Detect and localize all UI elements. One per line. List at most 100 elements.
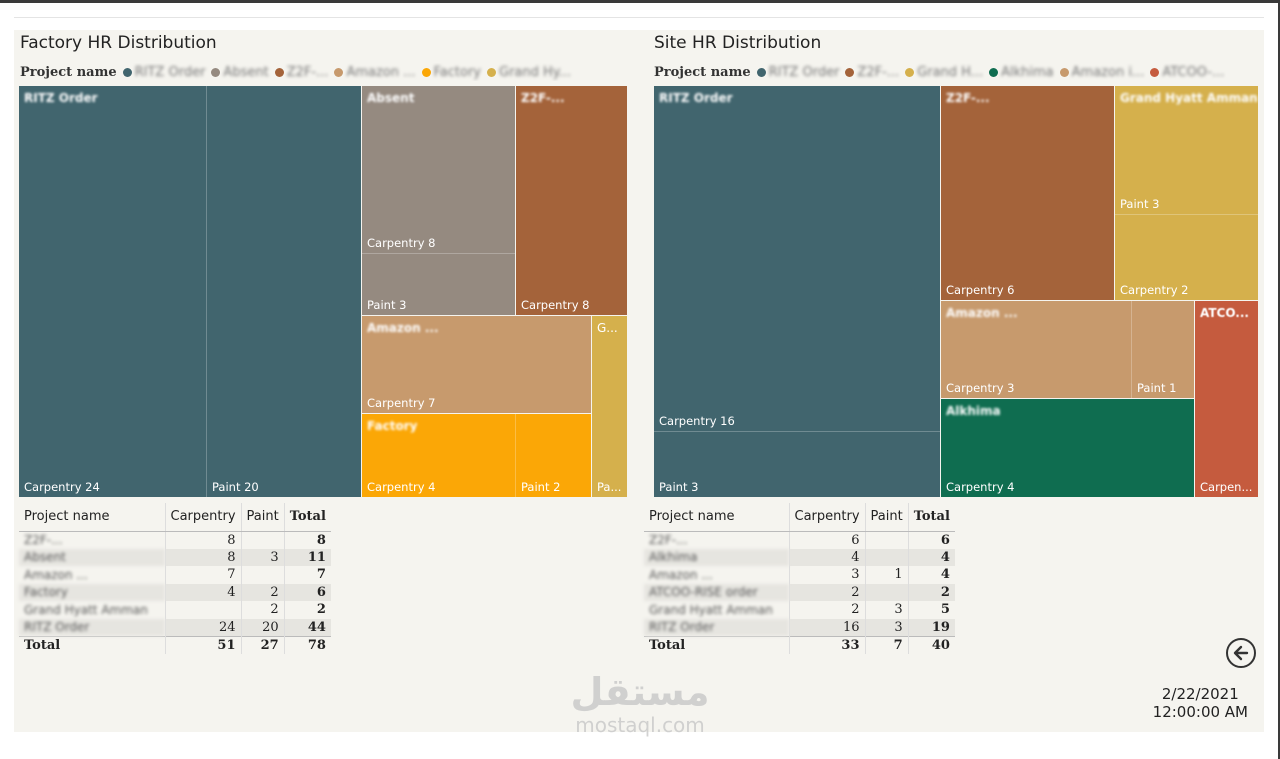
legend-dot-icon xyxy=(989,67,999,77)
treemap-tile-absent[interactable]: Absent Carpentry 8 Paint 3 xyxy=(362,86,516,316)
legend-dot-icon xyxy=(845,67,855,77)
treemap-tile-amazon[interactable]: Amazon ... Carpentry 7 xyxy=(362,316,592,414)
column-header[interactable]: Total xyxy=(907,503,955,532)
tile-subsegment[interactable]: Paint 3 xyxy=(1115,86,1258,214)
site-treemap: RITZ Order Carpentry 16 Paint 3 Z2F-... … xyxy=(654,86,1259,498)
tile-label: Carpentry 8 xyxy=(367,236,436,250)
table-row[interactable]: Factory 4 2 6 xyxy=(19,583,331,601)
report-time: 12:00:00 AM xyxy=(1152,703,1248,721)
legend-dot-icon xyxy=(1150,67,1160,77)
tile-label: Paint 2 xyxy=(521,480,561,494)
site-chart-title: Site HR Distribution xyxy=(654,33,822,53)
site-legend-item[interactable]: ATCOO-... xyxy=(1150,65,1224,80)
factory-legend-item[interactable]: Grand Hy... xyxy=(487,65,571,80)
site-legend-item[interactable]: Amazon i... xyxy=(1059,65,1144,80)
watermark-logo: مستقل mostaql.com xyxy=(560,672,720,736)
tile-subsegment[interactable]: Paint 2 xyxy=(515,414,591,497)
tile-label: Paint 3 xyxy=(367,298,407,312)
treemap-tile-alkhima[interactable]: Alkhima Carpentry 4 xyxy=(941,399,1195,498)
table-header-row: Project name Carpentry Paint Total xyxy=(19,503,331,532)
site-legend-item[interactable]: Alkhima xyxy=(989,65,1054,80)
treemap-tile-z2f[interactable]: Z2F-... Carpentry 8 xyxy=(516,86,628,316)
tile-label: Carpentry 7 xyxy=(367,396,436,410)
site-legend-item[interactable]: Z2F-... xyxy=(845,65,899,80)
tile-subsegment[interactable]: Paint 3 xyxy=(654,431,940,497)
window-top-border xyxy=(0,0,1280,3)
tile-subsegment[interactable]: Paint 1 xyxy=(1131,301,1194,398)
tile-label: Carpentry 4 xyxy=(367,480,436,494)
column-header[interactable]: Carpentry xyxy=(164,503,242,532)
column-header[interactable]: Total xyxy=(283,503,331,532)
tile-label: Paint 3 xyxy=(1120,197,1160,211)
column-header[interactable]: Project name xyxy=(644,503,789,532)
site-legend: Project name RITZ Order Z2F-... Grand H.… xyxy=(654,63,1259,81)
factory-legend-item[interactable]: Absent xyxy=(211,65,269,80)
legend-dot-icon xyxy=(122,67,132,77)
tile-label: Carpentry 16 xyxy=(659,414,735,428)
column-header[interactable]: Carpentry xyxy=(788,503,866,532)
table-row[interactable]: Absent 8 3 11 xyxy=(19,548,331,566)
tile-label: Carpentry 3 xyxy=(946,381,1015,395)
back-arrow-icon[interactable] xyxy=(1226,638,1256,668)
tile-label: Carpen... xyxy=(1200,480,1253,494)
table-row[interactable]: RITZ Order 16 3 19 xyxy=(644,618,955,636)
tile-subsegment[interactable]: Paint 3 xyxy=(362,253,515,315)
tile-label: Carpentry 2 xyxy=(1120,283,1189,297)
report-datetime: 2/22/2021 12:00:00 AM xyxy=(1153,685,1248,721)
factory-legend-item[interactable]: RITZ Order xyxy=(122,65,205,80)
tile-label: Carpentry 24 xyxy=(24,480,100,494)
legend-dot-icon xyxy=(274,67,284,77)
site-matrix-table: Project name Carpentry Paint Total Z2F-.… xyxy=(644,503,955,654)
treemap-tile-factory[interactable]: Factory Carpentry 4 Paint 2 xyxy=(362,414,592,498)
treemap-tile-grand[interactable]: G... Pa... xyxy=(592,316,628,498)
treemap-tile-grand[interactable]: Grand Hyatt Amman Paint 3 Carpentry 2 xyxy=(1115,86,1259,301)
factory-legend-item[interactable]: Amazon ... xyxy=(334,65,416,80)
table-total-row: Total 51 27 78 xyxy=(19,635,331,654)
tile-label: Paint 1 xyxy=(1137,381,1177,395)
table-row[interactable]: RITZ Order 24 20 44 xyxy=(19,618,331,636)
treemap-tile-atcoo[interactable]: ATCO... Carpen... xyxy=(1195,301,1259,498)
column-header[interactable]: Project name xyxy=(19,503,165,532)
tile-label: Paint 3 xyxy=(659,480,699,494)
tile-subsegment[interactable]: Carpentry 8 xyxy=(362,86,515,253)
tile-subsegment[interactable]: Paint 20 xyxy=(206,86,361,497)
header-divider xyxy=(14,17,1264,18)
site-legend-item[interactable]: Grand H... xyxy=(905,65,983,80)
legend-dot-icon xyxy=(334,67,344,77)
report-date: 2/22/2021 xyxy=(1161,685,1239,703)
table-row[interactable]: ATCOO-RISE order 2 2 xyxy=(644,583,955,601)
factory-treemap: RITZ Order Carpentry 24 Paint 20 Absent … xyxy=(19,86,628,498)
table-row[interactable]: Z2F-... 6 6 xyxy=(644,531,955,549)
column-header[interactable]: Paint xyxy=(864,503,909,532)
table-row[interactable]: Alkhima 4 4 xyxy=(644,548,955,566)
legend-dot-icon xyxy=(756,67,766,77)
legend-dot-icon xyxy=(1059,67,1069,77)
column-header[interactable]: Paint xyxy=(240,503,285,532)
treemap-tile-z2f[interactable]: Z2F-... Carpentry 6 xyxy=(941,86,1115,301)
factory-legend: Project name RITZ Order Absent Z2F-... A… xyxy=(20,63,632,81)
tile-label: Carpentry 6 xyxy=(946,283,1015,297)
legend-dot-icon xyxy=(487,67,497,77)
factory-legend-item[interactable]: Factory xyxy=(421,65,481,80)
table-row[interactable]: Amazon ... 3 1 4 xyxy=(644,566,955,584)
tile-subsegment[interactable]: Carpentry 16 xyxy=(654,86,940,431)
factory-legend-title: Project name xyxy=(20,64,117,80)
table-row[interactable]: Grand Hyatt Amman 2 3 5 xyxy=(644,601,955,619)
table-row[interactable]: Z2F-... 8 8 xyxy=(19,531,331,549)
treemap-tile-amazon[interactable]: Amazon ... Carpentry 3 Paint 1 xyxy=(941,301,1195,399)
factory-legend-item[interactable]: Z2F-... xyxy=(274,65,328,80)
legend-dot-icon xyxy=(905,67,915,77)
watermark-url: mostaql.com xyxy=(575,713,705,737)
table-header-row: Project name Carpentry Paint Total xyxy=(644,503,955,532)
treemap-tile-ritz[interactable]: RITZ Order Carpentry 24 Paint 20 xyxy=(19,86,362,498)
tile-subsegment[interactable]: Carpentry 2 xyxy=(1115,214,1258,300)
table-row[interactable]: Grand Hyatt Amman 2 2 xyxy=(19,601,331,619)
tile-label: Carpentry 4 xyxy=(946,480,1015,494)
site-legend-item[interactable]: RITZ Order xyxy=(756,65,839,80)
factory-matrix-table: Project name Carpentry Paint Total Z2F-.… xyxy=(19,503,331,654)
factory-chart-title: Factory HR Distribution xyxy=(20,33,217,53)
tile-label: Paint 20 xyxy=(212,480,259,494)
table-row[interactable]: Amazon ... 7 7 xyxy=(19,566,331,584)
treemap-tile-ritz[interactable]: RITZ Order Carpentry 16 Paint 3 xyxy=(654,86,941,498)
tile-label: Carpentry 8 xyxy=(521,298,590,312)
